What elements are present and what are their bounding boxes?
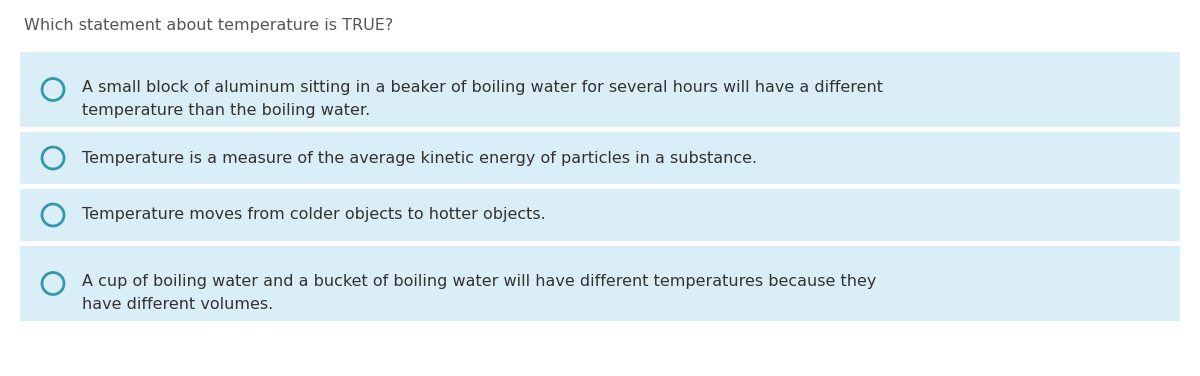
Circle shape	[42, 204, 64, 226]
Text: A small block of aluminum sitting in a beaker of boiling water for several hours: A small block of aluminum sitting in a b…	[82, 80, 883, 95]
FancyBboxPatch shape	[20, 132, 1180, 184]
Circle shape	[42, 147, 64, 169]
Text: have different volumes.: have different volumes.	[82, 297, 274, 312]
Circle shape	[42, 79, 64, 100]
Text: temperature than the boiling water.: temperature than the boiling water.	[82, 103, 371, 118]
FancyBboxPatch shape	[20, 246, 1180, 321]
Text: Temperature moves from colder objects to hotter objects.: Temperature moves from colder objects to…	[82, 208, 546, 223]
Text: A cup of boiling water and a bucket of boiling water will have different tempera: A cup of boiling water and a bucket of b…	[82, 274, 876, 289]
FancyBboxPatch shape	[20, 52, 1180, 127]
Circle shape	[42, 273, 64, 294]
Text: Temperature is a measure of the average kinetic energy of particles in a substan: Temperature is a measure of the average …	[82, 150, 757, 165]
Text: Which statement about temperature is TRUE?: Which statement about temperature is TRU…	[24, 18, 394, 33]
FancyBboxPatch shape	[20, 189, 1180, 241]
